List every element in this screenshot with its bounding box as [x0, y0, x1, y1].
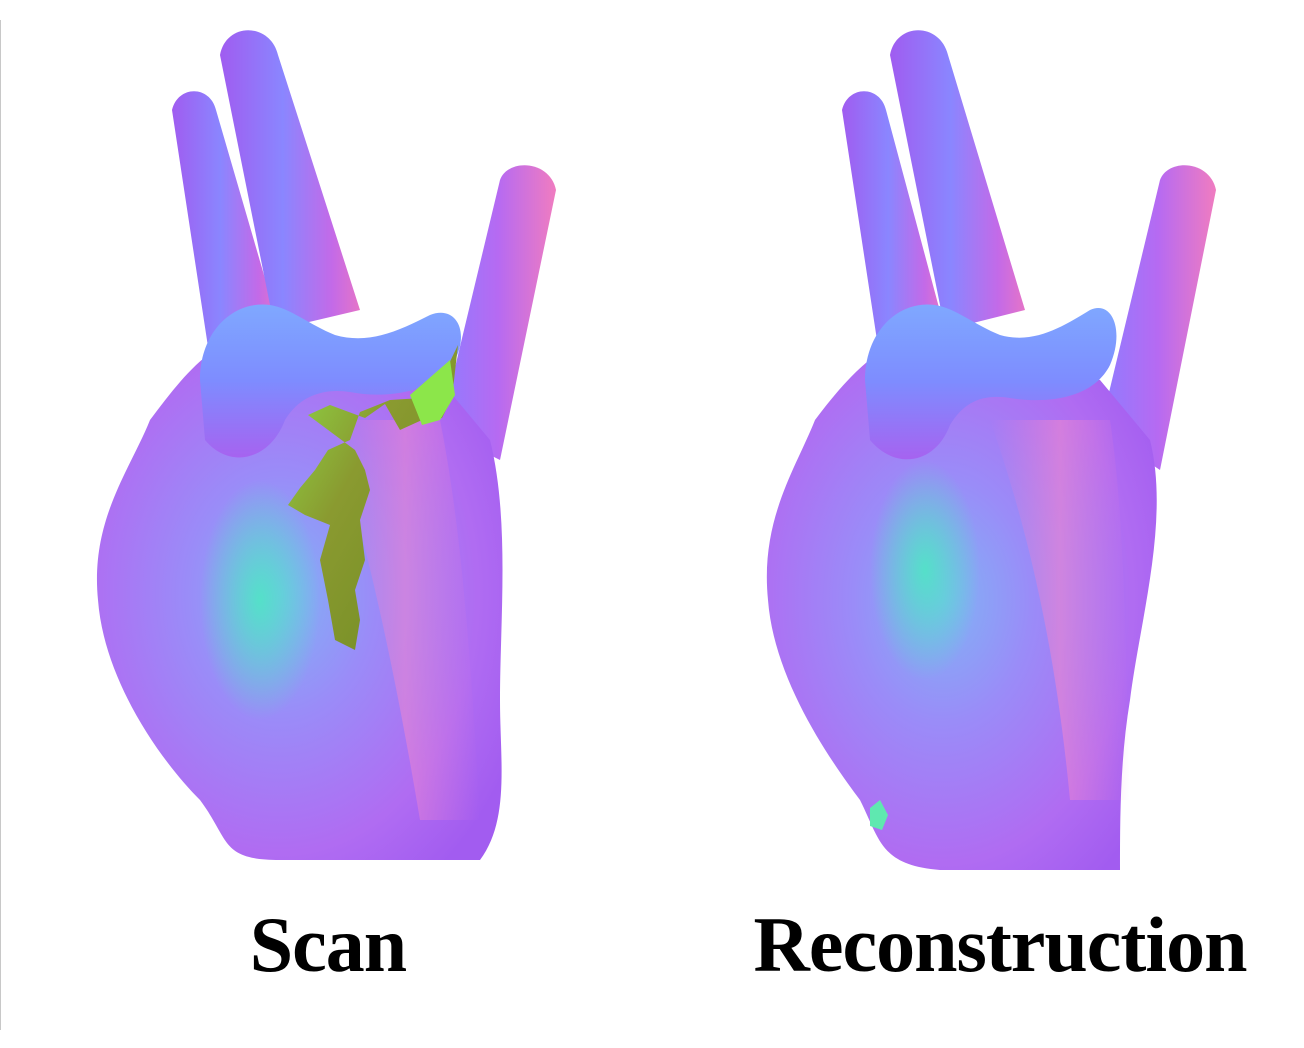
reconstruction-panel: [740, 0, 1300, 900]
scan-hand-render: [96, 30, 556, 860]
ring-finger: [172, 91, 280, 360]
base-artifact: [870, 800, 888, 830]
palm-pink-band: [990, 420, 1130, 800]
scan-hole-bright: [410, 360, 455, 425]
thumb: [200, 304, 461, 458]
reconstruction-hand-render: [766, 30, 1216, 870]
middle-finger: [220, 30, 360, 330]
scan-hole: [288, 345, 458, 650]
palm-pink-band: [330, 420, 480, 820]
scan-caption: Scan: [249, 901, 407, 988]
thumb: [865, 304, 1117, 460]
palm-teal-patch: [200, 480, 320, 720]
index-finger: [440, 165, 556, 460]
palm-teal-patch: [870, 460, 980, 680]
middle-finger: [890, 30, 1025, 330]
index-finger: [1100, 165, 1216, 470]
scan-panel: [60, 0, 640, 900]
reconstruction-caption: Reconstruction: [753, 901, 1248, 988]
left-edge-line: [0, 20, 1, 1030]
ring-finger: [842, 91, 945, 360]
